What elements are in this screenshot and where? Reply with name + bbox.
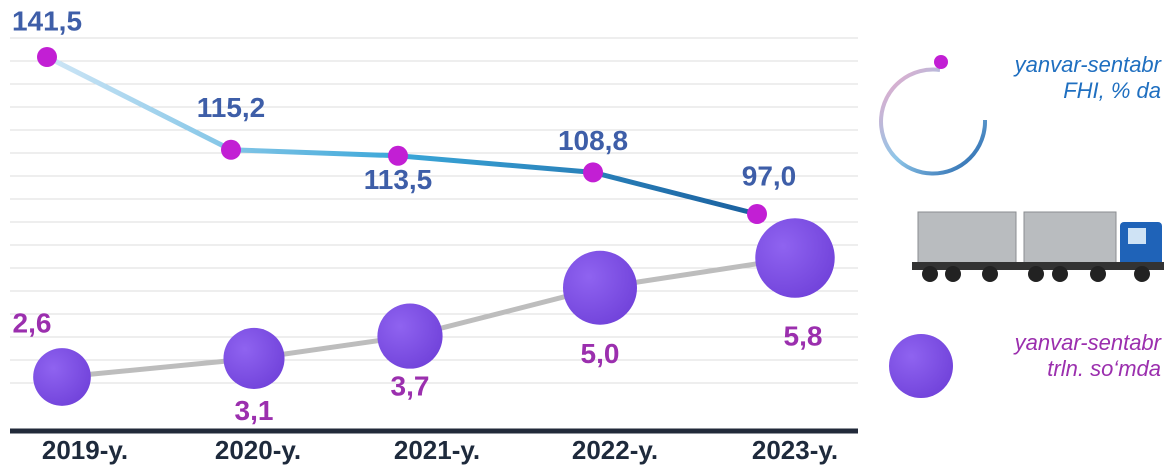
value-label: 5,0: [581, 338, 620, 369]
value-label: 113,5: [364, 164, 433, 195]
x-tick-label: 2019-y.: [42, 435, 128, 465]
value-label: 2,6: [13, 307, 52, 338]
page: 2019-y. 2020-y. 2021-y. 2022-y. 2023-y. 2,6 3,…: [0, 0, 1169, 468]
point: [583, 162, 603, 182]
x-tick-label: 2023-y.: [752, 435, 838, 465]
value-label: 108,8: [558, 125, 628, 156]
bubble: [563, 251, 637, 325]
x-tick-label: 2020-y.: [215, 435, 301, 465]
bubble: [377, 304, 442, 369]
bubble: [223, 328, 284, 389]
value-label: 97,0: [742, 160, 797, 191]
value-label: 3,1: [235, 395, 274, 426]
bubble: [755, 218, 834, 297]
point: [37, 47, 57, 67]
legend-bubble-text: yanvar-sentabr trln. so‘mda: [901, 330, 1161, 382]
value-label: 3,7: [391, 370, 430, 401]
value-label: 141,5: [12, 5, 82, 36]
truck-icon: [912, 212, 1164, 282]
point: [221, 140, 241, 160]
x-tick-label: 2021-y.: [394, 435, 480, 465]
legend-line: yanvar-sentabr FHI, % da: [901, 52, 1161, 104]
value-label: 115,2: [197, 92, 266, 123]
point: [747, 204, 767, 224]
bubble: [33, 348, 91, 406]
value-label: 5,8: [784, 320, 823, 351]
point: [388, 146, 408, 166]
x-tick-label: 2022-y.: [572, 435, 658, 465]
